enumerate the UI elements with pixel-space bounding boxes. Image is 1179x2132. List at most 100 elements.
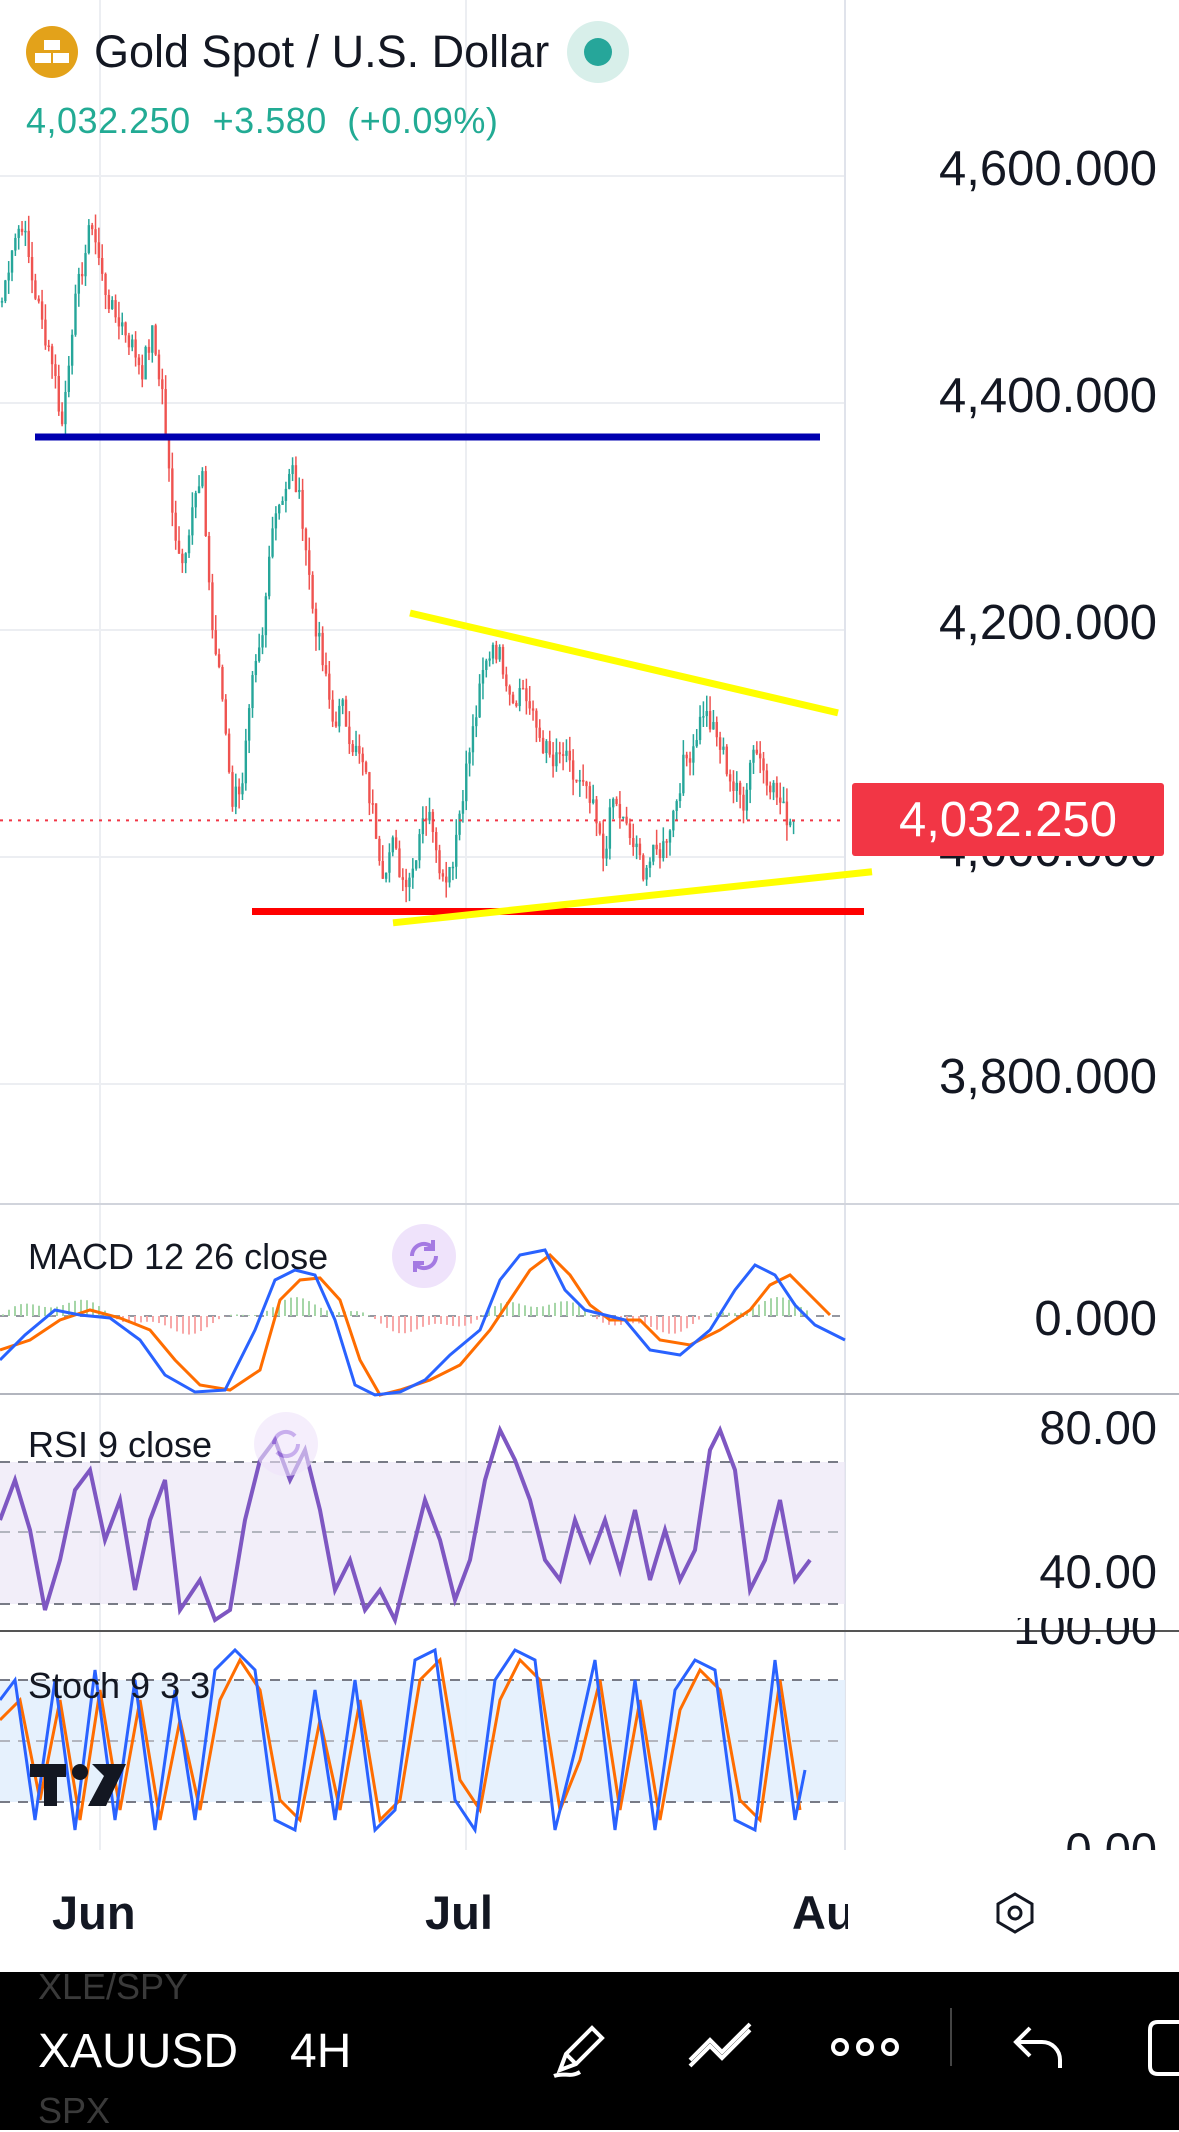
macd-histogram-bar [134,1316,136,1323]
macd-histogram-bar [758,1305,760,1316]
candle-body [599,823,601,833]
macd-histogram-bar [422,1316,424,1327]
candle-body [555,752,557,766]
candle-body [659,849,661,858]
candle-body [712,722,714,729]
macd-histogram-bar [416,1316,418,1329]
macd-histogram-bar [512,1302,514,1316]
macd-histogram-bar [494,1306,496,1316]
fullscreen-icon[interactable] [1146,2018,1179,2083]
candle-body [348,727,350,744]
candle-body [1,301,3,303]
macd-histogram-bar [482,1315,484,1316]
candle-body [148,347,150,353]
candle-body [64,392,66,424]
candle-body [21,229,23,232]
pencil-icon[interactable] [548,2018,612,2087]
candle-body [51,346,53,364]
candle-body [702,716,704,718]
macd-histogram-bar [194,1316,196,1334]
candle-body [435,832,437,850]
timeframe-selector[interactable]: 4H [290,2024,351,2079]
symbol-selector[interactable]: XAUUSD [38,2024,238,2079]
stoch-axis-label: 100.00 [1013,1618,1157,1646]
candle-body [221,667,223,699]
macd-histogram-bar [242,1315,244,1316]
candle-body [629,823,631,838]
candle-body [305,529,307,550]
candle-body [241,783,243,794]
macd-histogram-bar [674,1316,676,1334]
candle-body [238,787,240,795]
candle-body [78,274,80,294]
candle-body [298,490,300,492]
candle-body [622,817,624,819]
rsi-axis-label: 40.00 [1039,1544,1157,1599]
candle-body [235,787,237,807]
candle-body [565,751,567,756]
macd-histogram-bar [776,1297,778,1316]
candle-body [475,717,477,726]
candle-body [291,465,293,474]
macd-histogram-bar [164,1316,166,1325]
candle-body [729,774,731,781]
candle-body [315,609,317,637]
candle-body [665,841,667,843]
candle-body [686,755,688,759]
candle-body [128,335,130,347]
macd-histogram-bar [470,1316,472,1324]
macd-label[interactable]: MACD 12 26 close [28,1236,328,1278]
candle-body [415,860,417,868]
candle-body [195,493,197,507]
macd-histogram-bar [542,1306,544,1316]
candle-body [405,880,407,887]
candle-body [164,389,166,436]
macd-histogram-bar [308,1301,310,1316]
candle-body [602,834,604,859]
candle-body [288,474,290,489]
candle-body [455,835,457,867]
candle-body [549,741,551,754]
candle-body [191,507,193,535]
macd-histogram-bar [596,1316,598,1319]
candle-body [74,294,76,335]
macd-histogram-bar [434,1316,436,1324]
macd-histogram-bar [362,1312,364,1316]
candle-body [746,790,748,811]
cycle-icon[interactable] [392,1224,456,1288]
candle-body [706,711,708,716]
stoch-label[interactable]: Stoch 9 3 3 [28,1665,210,1707]
rsi-label[interactable]: RSI 9 close [28,1424,212,1466]
macd-histogram-bar [410,1316,412,1332]
candle-body [178,541,180,554]
more-icon[interactable] [830,2032,900,2067]
candle-body [215,630,217,654]
candle-body [776,783,778,798]
candle-body [445,877,447,883]
symbol-header[interactable]: Gold Spot / U.S. Dollar [26,20,629,84]
macd-histogram-bar [170,1316,172,1328]
ghost-symbol: SPX [38,2090,110,2132]
price-candles [1,215,795,903]
macd-histogram-bar [206,1316,208,1327]
candle-body [609,807,611,848]
ghost-symbol: XLE/SPY [38,1966,188,2008]
candle-body [118,317,120,326]
macd-histogram-bar [578,1306,580,1316]
macd-histogram-bar [428,1316,430,1325]
gold-bars-icon [26,26,78,78]
candle-body [398,848,400,877]
candle-body [522,688,524,690]
macd-histogram-bar [452,1316,454,1326]
trend-tool-icon[interactable] [686,2018,758,2087]
undo-icon[interactable] [1010,2022,1066,2077]
macd-histogram-bar [668,1316,670,1334]
candle-body [652,845,654,862]
macd-axis-label: 0.000 [1034,1291,1157,1347]
macd-histogram-bar [356,1311,358,1316]
settings-icon[interactable] [992,1890,1038,1941]
candle-body [769,786,771,793]
candle-body [378,839,380,861]
cycle-icon[interactable] [254,1412,318,1476]
macd-histogram-bar [20,1304,22,1316]
